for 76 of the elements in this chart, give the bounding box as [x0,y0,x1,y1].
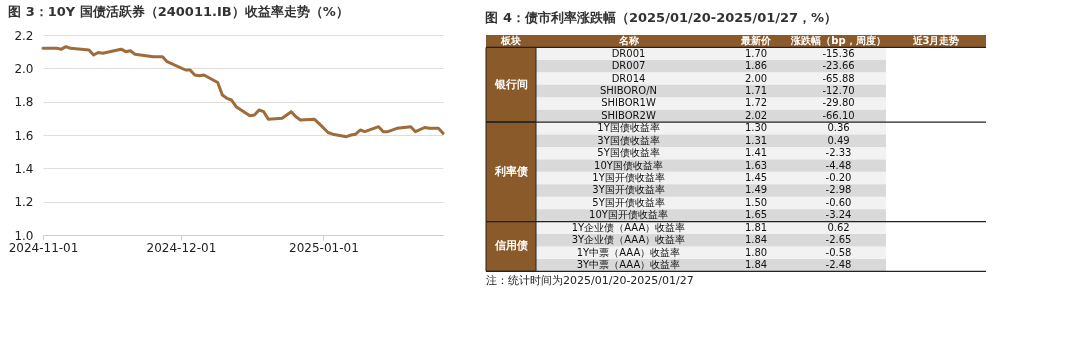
x-tick-label: 2024-11-01 [8,240,79,255]
y-tick-label: 1.0 [14,228,34,243]
text: 图 4：债市利率涨跌幅（2025/01/20-2025/01/27，%） [485,10,838,25]
category-label: 5Y国开债收益率 [592,196,665,208]
text: 1.63 [744,159,768,171]
text: 1.65 [744,209,768,221]
category-label: 3Y企业债（AAA）收益率 [571,234,686,246]
text: -0.20 [825,172,852,184]
category-label: 10Y国债收益率 [594,159,663,171]
text: -29.80 [822,97,855,109]
text: 最新价 [740,35,772,47]
text: 2.02 [744,109,768,121]
text: -15.36 [822,47,855,59]
text: 1.80 [744,246,768,258]
text: -23.66 [822,60,855,72]
text: 1.84 [744,234,768,246]
category-label: 3Y国债收益率 [597,134,660,146]
text: 1.70 [744,47,768,59]
category-label: 1Y国债收益率 [597,122,660,134]
text: -4.48 [825,159,852,171]
category-label: 3Y国开债收益率 [592,184,665,196]
text: 利率债 [494,164,528,178]
text: -12.70 [822,84,855,96]
y-tick-label: 2.0 [14,61,34,76]
y-tick-label: 1.4 [14,161,34,176]
chart-title: 图 3：10Y 国债活跃券（240011.IB）收益率走势（%） [8,4,349,19]
category-label: 5Y国债收益率 [597,147,660,159]
text: 银行间 [494,77,528,91]
text: -0.58 [825,246,852,258]
y-tick-label: 1.6 [14,128,34,143]
text: 1.49 [744,184,768,196]
category-label: SHIBORO/N [599,84,658,96]
text: 1.41 [744,147,768,159]
text: 0.36 [827,122,850,134]
y-tick-label: 1.8 [14,95,34,110]
text: 注：统计时间为2025/01/20-2025/01/27 [486,274,694,288]
text: 1.31 [744,134,768,146]
category-label: 1Y国开债收益率 [592,172,665,184]
x-tick-label: 2024-12-01 [146,240,217,255]
text: 1.45 [744,172,768,184]
text: -2.65 [825,234,852,246]
text: -66.10 [822,109,855,121]
text: 1.81 [744,221,768,233]
text: 名称 [617,35,640,47]
text: 1.71 [744,84,768,96]
category-label: 1Y企业债（AAA）收益率 [571,221,686,233]
text: 0.49 [827,134,850,146]
text: -2.48 [825,259,852,271]
text: -65.88 [822,72,855,84]
text: 近3月走势 [911,35,960,47]
category-label: DR001 [611,47,646,59]
text: -3.24 [825,209,852,221]
text: 1.86 [744,60,768,72]
category-label: 10Y国开债收益率 [589,209,668,221]
text: 2.00 [744,72,768,84]
x-tick-label: 2025-01-01 [289,240,359,255]
y-tick-label: 2.2 [14,28,34,43]
category-label: 1Y中票（AAA）收益率 [576,246,681,258]
line-series [41,45,445,139]
category-label: DR014 [611,72,646,84]
category-label: SHIBOR2W [601,109,656,121]
category-label: 3Y中票（AAA）收益率 [576,259,681,271]
text: -2.98 [825,184,852,196]
text: 1.72 [744,97,768,109]
text: 涨跌幅（bp，周度） [790,35,886,47]
text: 1.30 [744,122,768,134]
category-label: DR007 [611,60,646,72]
text: 信用债 [494,239,528,253]
text: 1.50 [744,196,768,208]
text: 板块 [500,35,521,47]
category-label: SHIBOR1W [601,97,656,109]
text: 0.62 [827,221,850,233]
text: 1.84 [744,259,768,271]
text: -2.33 [825,147,852,159]
y-tick-label: 1.2 [14,195,34,210]
text: -0.60 [825,196,852,208]
